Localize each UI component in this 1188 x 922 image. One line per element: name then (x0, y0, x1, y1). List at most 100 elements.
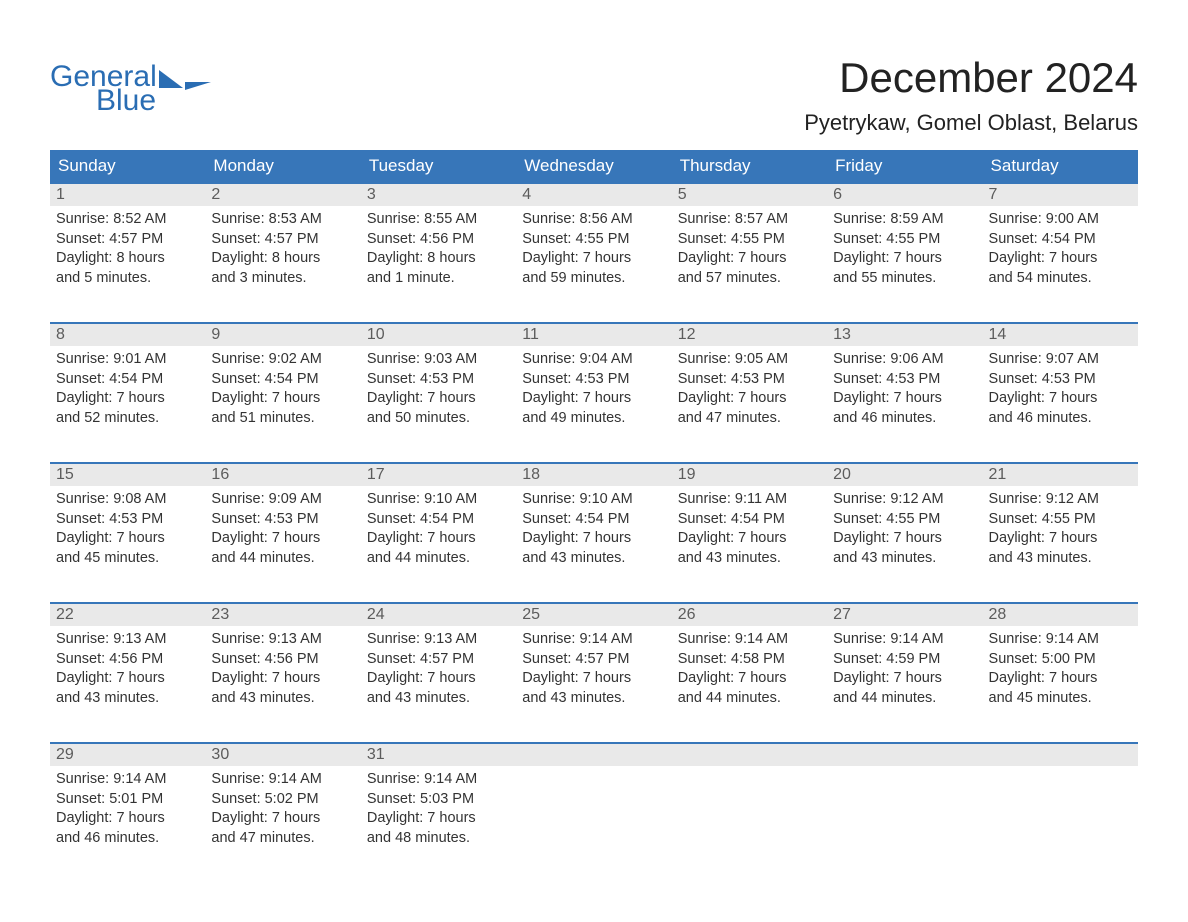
day-body: Sunrise: 9:09 AMSunset: 4:53 PMDaylight:… (205, 486, 360, 572)
sunset-line: Sunset: 5:00 PM (989, 650, 1132, 670)
daylight-line-1: Daylight: 7 hours (56, 529, 199, 549)
daylight-line-2: and 54 minutes. (989, 269, 1132, 289)
sunrise-line: Sunrise: 9:05 AM (678, 350, 821, 370)
daylight-line-2: and 49 minutes. (522, 409, 665, 429)
sunset-line: Sunset: 4:53 PM (833, 370, 976, 390)
day-cell: 1Sunrise: 8:52 AMSunset: 4:57 PMDaylight… (50, 184, 205, 304)
week-row: 15Sunrise: 9:08 AMSunset: 4:53 PMDayligh… (50, 462, 1138, 584)
day-cell: 18Sunrise: 9:10 AMSunset: 4:54 PMDayligh… (516, 464, 671, 584)
sunset-line: Sunset: 4:53 PM (989, 370, 1132, 390)
sunrise-line: Sunrise: 9:01 AM (56, 350, 199, 370)
daylight-line-2: and 43 minutes. (833, 549, 976, 569)
sunrise-line: Sunrise: 9:14 AM (833, 630, 976, 650)
empty-day (672, 744, 827, 766)
day-number: 16 (205, 464, 360, 486)
day-number: 5 (672, 184, 827, 206)
day-body: Sunrise: 9:14 AMSunset: 5:01 PMDaylight:… (50, 766, 205, 852)
day-cell (827, 744, 982, 864)
sunset-line: Sunset: 4:57 PM (211, 230, 354, 250)
daylight-line-2: and 59 minutes. (522, 269, 665, 289)
sunrise-line: Sunrise: 9:14 AM (56, 770, 199, 790)
day-body: Sunrise: 9:12 AMSunset: 4:55 PMDaylight:… (983, 486, 1138, 572)
day-cell: 24Sunrise: 9:13 AMSunset: 4:57 PMDayligh… (361, 604, 516, 724)
day-cell: 12Sunrise: 9:05 AMSunset: 4:53 PMDayligh… (672, 324, 827, 444)
day-number: 27 (827, 604, 982, 626)
day-body: Sunrise: 9:14 AMSunset: 5:03 PMDaylight:… (361, 766, 516, 852)
day-cell: 29Sunrise: 9:14 AMSunset: 5:01 PMDayligh… (50, 744, 205, 864)
daylight-line-1: Daylight: 7 hours (989, 389, 1132, 409)
daylight-line-1: Daylight: 7 hours (678, 249, 821, 269)
daylight-line-2: and 44 minutes. (211, 549, 354, 569)
day-cell: 7Sunrise: 9:00 AMSunset: 4:54 PMDaylight… (983, 184, 1138, 304)
daylight-line-2: and 55 minutes. (833, 269, 976, 289)
daylight-line-2: and 45 minutes. (989, 689, 1132, 709)
sunset-line: Sunset: 4:54 PM (678, 510, 821, 530)
day-body: Sunrise: 9:14 AMSunset: 4:57 PMDaylight:… (516, 626, 671, 712)
daylight-line-1: Daylight: 7 hours (56, 389, 199, 409)
sunrise-line: Sunrise: 9:11 AM (678, 490, 821, 510)
sunset-line: Sunset: 4:55 PM (833, 510, 976, 530)
day-body: Sunrise: 8:56 AMSunset: 4:55 PMDaylight:… (516, 206, 671, 292)
day-body: Sunrise: 9:13 AMSunset: 4:56 PMDaylight:… (205, 626, 360, 712)
sunrise-line: Sunrise: 9:12 AM (989, 490, 1132, 510)
day-number: 25 (516, 604, 671, 626)
sunset-line: Sunset: 4:54 PM (211, 370, 354, 390)
day-cell: 4Sunrise: 8:56 AMSunset: 4:55 PMDaylight… (516, 184, 671, 304)
day-body: Sunrise: 9:11 AMSunset: 4:54 PMDaylight:… (672, 486, 827, 572)
sunset-line: Sunset: 4:54 PM (367, 510, 510, 530)
day-number: 4 (516, 184, 671, 206)
sunset-line: Sunset: 4:56 PM (367, 230, 510, 250)
day-number: 11 (516, 324, 671, 346)
daylight-line-1: Daylight: 7 hours (522, 249, 665, 269)
day-number: 22 (50, 604, 205, 626)
day-body: Sunrise: 9:10 AMSunset: 4:54 PMDaylight:… (516, 486, 671, 572)
day-cell: 13Sunrise: 9:06 AMSunset: 4:53 PMDayligh… (827, 324, 982, 444)
day-cell: 20Sunrise: 9:12 AMSunset: 4:55 PMDayligh… (827, 464, 982, 584)
header: General Blue December 2024 Pyetrykaw, Go… (50, 54, 1138, 144)
day-cell: 19Sunrise: 9:11 AMSunset: 4:54 PMDayligh… (672, 464, 827, 584)
sunset-line: Sunset: 4:56 PM (211, 650, 354, 670)
day-body: Sunrise: 9:04 AMSunset: 4:53 PMDaylight:… (516, 346, 671, 432)
day-cell: 2Sunrise: 8:53 AMSunset: 4:57 PMDaylight… (205, 184, 360, 304)
logo-hull-icon (185, 82, 211, 90)
sunset-line: Sunset: 4:53 PM (678, 370, 821, 390)
day-body: Sunrise: 9:13 AMSunset: 4:57 PMDaylight:… (361, 626, 516, 712)
sunrise-line: Sunrise: 8:59 AM (833, 210, 976, 230)
day-cell: 23Sunrise: 9:13 AMSunset: 4:56 PMDayligh… (205, 604, 360, 724)
day-body: Sunrise: 9:06 AMSunset: 4:53 PMDaylight:… (827, 346, 982, 432)
sunrise-line: Sunrise: 9:04 AM (522, 350, 665, 370)
calendar: Sunday Monday Tuesday Wednesday Thursday… (50, 150, 1138, 864)
day-of-week-header: Sunday Monday Tuesday Wednesday Thursday… (50, 150, 1138, 182)
dow-monday: Monday (205, 150, 360, 182)
sunrise-line: Sunrise: 9:06 AM (833, 350, 976, 370)
sunset-line: Sunset: 4:56 PM (56, 650, 199, 670)
day-cell: 8Sunrise: 9:01 AMSunset: 4:54 PMDaylight… (50, 324, 205, 444)
day-number: 20 (827, 464, 982, 486)
day-cell (983, 744, 1138, 864)
day-body: Sunrise: 9:14 AMSunset: 5:00 PMDaylight:… (983, 626, 1138, 712)
daylight-line-1: Daylight: 7 hours (833, 249, 976, 269)
daylight-line-1: Daylight: 7 hours (522, 669, 665, 689)
sunrise-line: Sunrise: 9:00 AM (989, 210, 1132, 230)
day-cell: 30Sunrise: 9:14 AMSunset: 5:02 PMDayligh… (205, 744, 360, 864)
day-number: 12 (672, 324, 827, 346)
daylight-line-1: Daylight: 8 hours (367, 249, 510, 269)
title-block: December 2024 Pyetrykaw, Gomel Oblast, B… (804, 54, 1138, 144)
sunrise-line: Sunrise: 8:52 AM (56, 210, 199, 230)
week-row: 22Sunrise: 9:13 AMSunset: 4:56 PMDayligh… (50, 602, 1138, 724)
daylight-line-1: Daylight: 7 hours (367, 389, 510, 409)
sunrise-line: Sunrise: 9:13 AM (367, 630, 510, 650)
sunrise-line: Sunrise: 8:55 AM (367, 210, 510, 230)
day-body: Sunrise: 9:07 AMSunset: 4:53 PMDaylight:… (983, 346, 1138, 432)
day-cell: 3Sunrise: 8:55 AMSunset: 4:56 PMDaylight… (361, 184, 516, 304)
daylight-line-2: and 46 minutes. (56, 829, 199, 849)
day-number: 15 (50, 464, 205, 486)
dow-wednesday: Wednesday (516, 150, 671, 182)
day-number: 19 (672, 464, 827, 486)
daylight-line-2: and 43 minutes. (211, 689, 354, 709)
daylight-line-2: and 43 minutes. (56, 689, 199, 709)
sunrise-line: Sunrise: 8:56 AM (522, 210, 665, 230)
daylight-line-1: Daylight: 7 hours (56, 669, 199, 689)
sunrise-line: Sunrise: 8:57 AM (678, 210, 821, 230)
sunset-line: Sunset: 5:02 PM (211, 790, 354, 810)
